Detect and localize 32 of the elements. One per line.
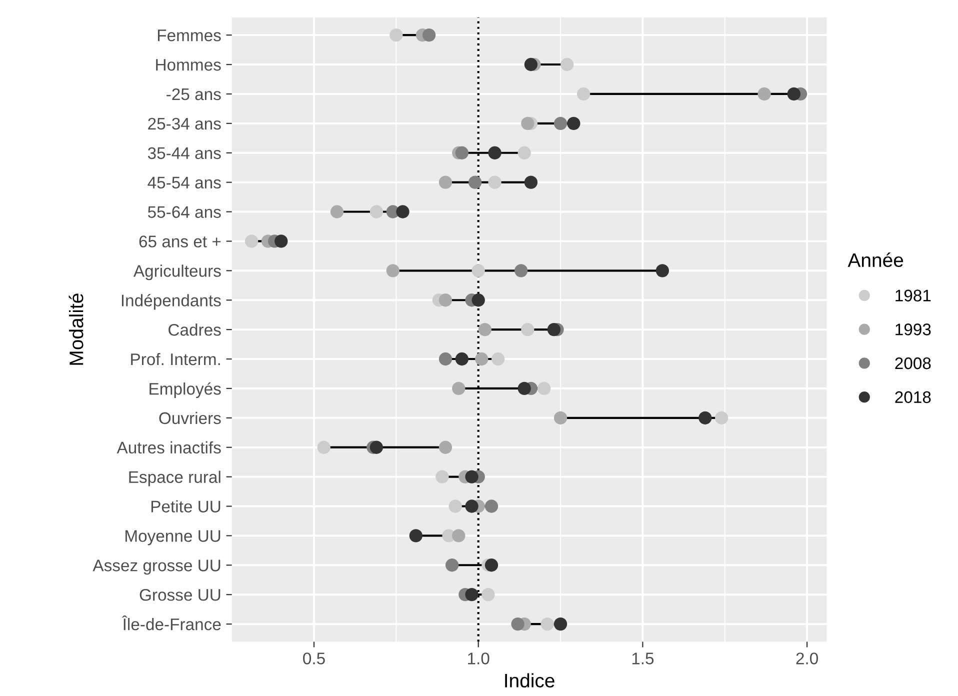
y-tick-label: -25 ans [166, 88, 221, 100]
y-tick-label: Espace rural [129, 470, 220, 486]
y-tick-label: Autres inactifs [116, 441, 221, 454]
y-axis-title: Modalité [68, 294, 84, 365]
x-axis-title: Indice [505, 673, 554, 688]
x-tick-label: 0.5 [303, 652, 325, 664]
y-tick-label: Indépendants [122, 294, 221, 310]
y-tick-label: 25-34 ans [148, 118, 221, 130]
y-tick-label: Assez grosse UU [92, 560, 220, 575]
y-tick-label: 35-44 ans [148, 147, 221, 160]
legend-label: 1993 [896, 324, 931, 336]
y-tick-label: Île-de-France [122, 616, 221, 630]
legend-title: Année [848, 252, 904, 268]
legend-label: 2008 [895, 357, 931, 370]
y-tick-label: Grosse UU [140, 588, 220, 601]
x-tick-label: 1.5 [632, 652, 654, 664]
y-tick-label: 55-64 ans [148, 206, 221, 218]
x-tick-label: 1.0 [468, 652, 490, 664]
y-tick-label: Cadres [168, 324, 221, 336]
y-tick-label: 45-54 ans [148, 176, 221, 189]
y-tick-label: Petite UU [151, 500, 220, 512]
y-tick-label: Prof. Interm. [131, 352, 220, 366]
y-tick-label: Ouvriers [159, 412, 221, 424]
y-tick-label: 65 ans et + [139, 236, 221, 248]
y-tick-label: Hommes [156, 59, 221, 71]
x-tick-label: 2.0 [796, 652, 818, 664]
y-tick-label: Agriculteurs [133, 264, 221, 280]
legend-label: 1981 [896, 290, 931, 302]
y-tick-label: Employés [150, 382, 221, 398]
y-tick-label: Femmes [158, 30, 221, 42]
y-tick-label: Moyenne UU [126, 530, 220, 546]
legend-label: 2018 [895, 391, 931, 404]
